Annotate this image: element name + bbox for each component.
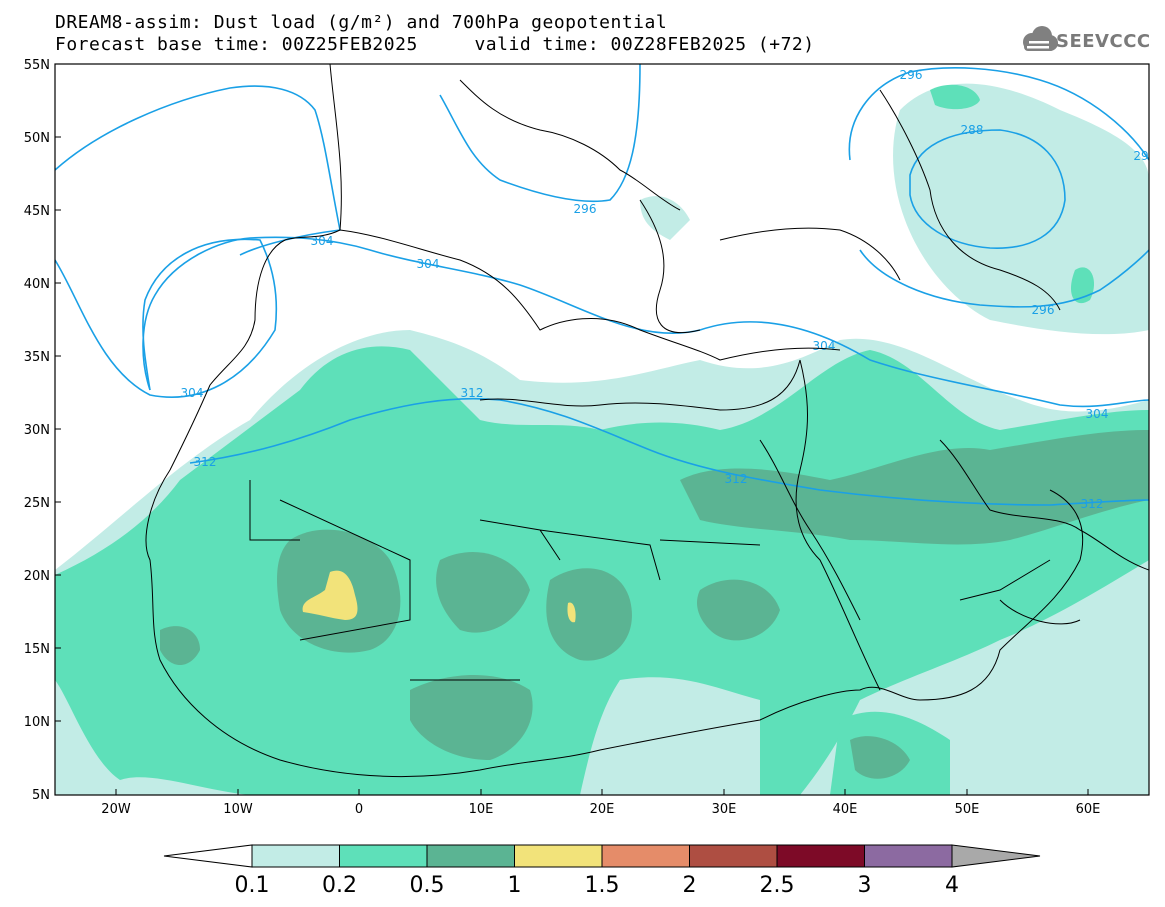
map-title: DREAM8-assim: Dust load (g/m²) and 700hP… xyxy=(55,12,668,33)
lon-tick-label: 10E xyxy=(469,802,494,817)
lon-tick-label: 50E xyxy=(955,802,980,817)
lat-tick-label: 35N xyxy=(24,350,50,365)
contour-label: 304 xyxy=(311,234,334,248)
lat-tick-label: 20N xyxy=(24,569,50,584)
cloud-icon xyxy=(1023,26,1058,51)
contour-label: 312 xyxy=(725,472,748,486)
contour-labels: 296 288 29 296 304 304 304 304 296 312 3… xyxy=(181,68,1149,511)
lat-tick-label: 30N xyxy=(24,423,50,438)
lat-tick-label: 45N xyxy=(24,204,50,219)
contour-label: 296 xyxy=(900,68,923,82)
lon-tick-label: 20E xyxy=(590,802,615,817)
geopotential-contours xyxy=(55,64,1149,506)
contour-label: 29 xyxy=(1133,149,1148,163)
lat-axis: 55N 50N 45N 40N 35N 30N 25N 20N 15N 10N … xyxy=(24,58,50,803)
coastlines xyxy=(145,64,1149,778)
map-subtitle: Forecast base time: 00Z25FEB2025 valid t… xyxy=(55,34,815,55)
map-frame xyxy=(54,63,1150,796)
lon-tick-label: 40E xyxy=(833,802,858,817)
contour-label: 296 xyxy=(574,202,597,216)
lat-tick-label: 40N xyxy=(24,277,50,292)
contour-label: 304 xyxy=(417,257,440,271)
dust-layer-1 xyxy=(302,570,576,623)
contour-label: 312 xyxy=(461,386,484,400)
lon-axis: 20W 10W 0 10E 20E 30E 40E 50E 60E xyxy=(101,802,1100,817)
lon-tick-label: 30E xyxy=(712,802,737,817)
logo-text: SEEVCCC xyxy=(1056,31,1151,52)
contour-label: 312 xyxy=(1081,497,1104,511)
lat-tick-label: 5N xyxy=(32,788,50,803)
lat-tick-label: 55N xyxy=(24,58,50,73)
contour-label: 296 xyxy=(1032,303,1055,317)
contour-label: 312 xyxy=(194,455,217,469)
lat-tick-label: 50N xyxy=(24,131,50,146)
lon-tick-label: 10W xyxy=(223,802,253,817)
lon-tick-label: 0 xyxy=(355,802,363,817)
contour-label: 304 xyxy=(181,386,204,400)
contour-label: 288 xyxy=(961,123,984,137)
lon-tick-label: 60E xyxy=(1076,802,1101,817)
contour-label: 304 xyxy=(1086,407,1109,421)
lat-tick-label: 10N xyxy=(24,715,50,730)
contour-label: 304 xyxy=(813,339,836,353)
lon-tick-label: 20W xyxy=(101,802,131,817)
lat-tick-label: 15N xyxy=(24,642,50,657)
lat-tick-label: 25N xyxy=(24,496,50,511)
